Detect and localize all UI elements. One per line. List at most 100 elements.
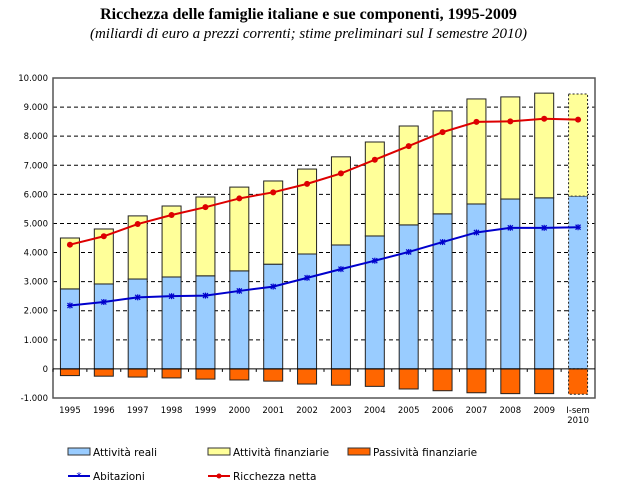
y-tick-label: 8.000 <box>24 132 48 142</box>
bar-attivita-finanziarie <box>500 96 521 200</box>
bar-attivita-reali <box>161 276 182 370</box>
x-tick-label: 2001 <box>262 406 284 416</box>
asterisk-stroke <box>541 224 548 231</box>
y-tick-label: 7.000 <box>24 161 48 171</box>
bar-passivita-finanziarie <box>466 368 487 394</box>
bar-passivita-finanziarie <box>161 368 182 379</box>
x-tick-label: 2008 <box>499 406 521 416</box>
bar-attivita-finanziarie <box>432 110 453 215</box>
asterisk-stroke <box>168 293 175 300</box>
bar-attivita-reali <box>195 275 216 370</box>
point-abitazioni <box>405 248 412 255</box>
bar-attivita-finanziarie <box>568 93 589 197</box>
x-tick-label: I-sem <box>566 406 590 416</box>
point-ricchezza-netta <box>473 118 480 125</box>
y-tick-label: 2.000 <box>24 307 48 317</box>
x-tick-label: 2006 <box>432 406 454 416</box>
legend: Attività reali Attività finanziarie Passiv… <box>67 447 477 483</box>
bar-passivita-finanziarie <box>364 368 385 387</box>
point-abitazioni <box>236 287 243 294</box>
asterisk-stroke <box>270 283 277 290</box>
legend-label: Attività reali <box>93 447 157 459</box>
asterisk-stroke <box>575 224 581 231</box>
bar-attivita-finanziarie <box>195 196 216 277</box>
bar-passivita-finanziarie <box>195 368 216 380</box>
legend-item: Attività reali <box>67 447 157 459</box>
bar-attivita-reali <box>364 235 385 370</box>
asterisk-stroke <box>473 229 480 236</box>
bar-passivita-finanziarie <box>59 368 80 377</box>
bar-attivita-reali <box>466 203 487 370</box>
x-tick-label: 2000 <box>228 406 250 416</box>
legend-marker <box>216 473 222 479</box>
asterisk-stroke <box>338 266 344 273</box>
plot-border <box>52 77 596 399</box>
point-ricchezza-netta <box>371 156 378 163</box>
bar-attivita-finanziarie <box>330 156 351 246</box>
point-ricchezza-netta <box>134 221 141 228</box>
bar-attivita-reali <box>59 288 80 370</box>
point-abitazioni <box>134 294 141 301</box>
y-tick-label: 1.000 <box>24 336 48 346</box>
bar-passivita-finanziarie <box>398 368 419 390</box>
point-ricchezza-netta <box>337 170 344 177</box>
point-abitazioni <box>541 224 548 231</box>
point-abitazioni <box>439 239 446 246</box>
chart-title: Ricchezza delle famiglie italiane e sue … <box>100 6 517 23</box>
asterisk-stroke <box>100 299 107 305</box>
y-tick-label: 9.000 <box>24 103 48 113</box>
point-abitazioni <box>337 266 344 273</box>
point-abitazioni <box>100 299 107 305</box>
bar-attivita-finanziarie <box>127 215 148 280</box>
chart-subtitle: (miliardi di euro a prezzi correnti; sti… <box>89 26 528 42</box>
line-ricchezza-netta <box>69 117 579 246</box>
point-abitazioni <box>575 224 582 231</box>
x-tick-label: 2004 <box>364 406 386 416</box>
bar-attivita-finanziarie <box>364 141 385 237</box>
asterisk-stroke <box>236 288 243 294</box>
legend-item: Passività finanziarie <box>347 447 477 459</box>
bar-attivita-finanziarie <box>466 98 487 205</box>
x-tick-label: 1996 <box>93 406 115 416</box>
point-ricchezza-netta <box>202 204 209 211</box>
point-abitazioni <box>66 302 73 309</box>
asterisk-stroke <box>507 224 514 231</box>
bar-attivita-finanziarie <box>161 205 182 278</box>
y-tick-label: 5.000 <box>24 219 48 229</box>
bar-attivita-reali <box>500 198 521 370</box>
x-tick-label: 2005 <box>398 406 420 416</box>
bar-passivita-finanziarie <box>432 368 453 392</box>
bar-attivita-reali <box>263 263 284 370</box>
bar-attivita-reali <box>297 253 318 370</box>
asterisk-stroke <box>304 274 310 281</box>
y-tick-label: 10.000 <box>18 74 48 84</box>
legend-swatch <box>67 447 91 456</box>
bar-passivita-finanziarie <box>500 368 521 395</box>
point-abitazioni <box>168 293 175 300</box>
point-ricchezza-netta <box>405 143 412 150</box>
legend-label: Ricchezza netta <box>233 471 316 483</box>
y-tick-label: 3.000 <box>24 278 48 288</box>
legend-item: Attività finanziarie <box>207 447 329 459</box>
point-ricchezza-netta <box>507 118 514 125</box>
bar-attivita-finanziarie <box>229 186 250 272</box>
bar-attivita-finanziarie <box>297 168 318 255</box>
bar-passivita-finanziarie <box>568 368 589 395</box>
legend-swatch <box>347 447 371 456</box>
point-ricchezza-netta <box>541 115 548 122</box>
bar-attivita-reali <box>229 270 250 370</box>
bar-passivita-finanziarie <box>534 368 555 395</box>
point-ricchezza-netta <box>304 180 311 187</box>
bar-attivita-reali <box>398 224 419 370</box>
legend-item: * Abitazioni <box>68 471 145 483</box>
bar-passivita-finanziarie <box>330 368 351 386</box>
x-tick-label: 1997 <box>127 406 149 416</box>
point-ricchezza-netta <box>100 233 107 240</box>
bar-attivita-reali <box>127 278 148 370</box>
bar-passivita-finanziarie <box>229 368 250 381</box>
bar-attivita-reali <box>432 213 453 370</box>
line-abitazioni <box>69 226 579 307</box>
y-tick-label: 6.000 <box>24 190 48 200</box>
legend-label: Passività finanziarie <box>373 447 477 459</box>
